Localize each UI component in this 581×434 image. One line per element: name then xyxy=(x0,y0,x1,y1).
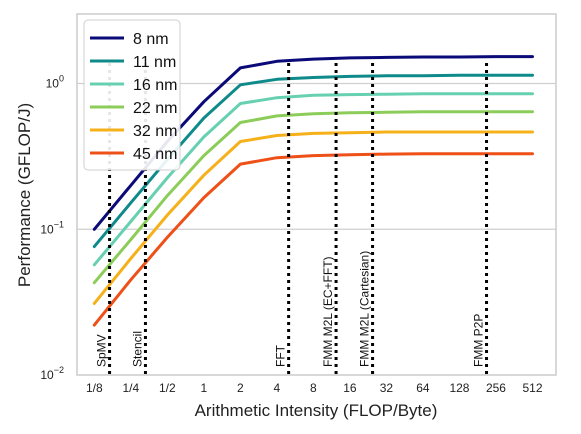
legend: 8 nm 11 nm 16 nm 22 nm 32 nm 45 nm xyxy=(83,19,181,171)
annotation-label: SpMV xyxy=(95,334,109,367)
series-line-32-nm xyxy=(92,130,534,305)
x-tick-label: 8 xyxy=(310,381,317,395)
legend-label: 32 nm xyxy=(133,123,177,140)
annotation-label: Stencil xyxy=(130,331,144,367)
x-tick-label: 256 xyxy=(486,381,506,395)
x-tick-label: 64 xyxy=(416,381,430,395)
y-tick-label: 10−2 xyxy=(40,365,64,382)
x-tick-label: 1/2 xyxy=(159,381,176,395)
legend-box xyxy=(83,19,181,171)
y-axis-label: Performance (GFLOP/J) xyxy=(15,103,34,287)
series-line-22-nm xyxy=(92,110,534,285)
legend-label: 22 nm xyxy=(133,100,177,117)
legend-label: 8 nm xyxy=(133,31,169,48)
x-axis-tick-labels: 1/8 1/4 1/2 1 2 4 8 16 32 64 128 256 512 xyxy=(86,381,543,395)
x-tick-label: 32 xyxy=(380,381,394,395)
series-line-16-nm xyxy=(92,92,534,267)
kernel-annotations: SpMV Stencil FFT FMM M2L (EC+FFT) FMM M2L (C… xyxy=(95,63,489,375)
x-tick-label: 2 xyxy=(237,381,244,395)
x-tick-label: 1/4 xyxy=(122,381,139,395)
y-tick-label: 100 xyxy=(46,74,64,91)
x-axis-label: Arithmetic Intensity (FLOP/Byte) xyxy=(195,401,438,420)
y-axis-tick-labels: 10−2 10−1 100 xyxy=(40,74,64,382)
x-tick-label: 16 xyxy=(343,381,357,395)
x-tick-label: 512 xyxy=(522,381,542,395)
series-line-45-nm xyxy=(92,152,534,327)
annotation-label: FFT xyxy=(274,344,288,367)
legend-label: 11 nm xyxy=(133,54,176,71)
annotation-label: FMM M2L (Cartesian) xyxy=(358,251,372,367)
annotation-label: FMM P2P xyxy=(472,314,486,367)
annotation-label: FMM M2L (EC+FFT) xyxy=(321,256,335,367)
plot-area-frame xyxy=(76,13,557,376)
x-tick-label: 128 xyxy=(449,381,469,395)
legend-label: 16 nm xyxy=(133,77,177,94)
legend-label: 45 nm xyxy=(133,146,177,163)
x-tick-label: 4 xyxy=(274,381,281,395)
x-tick-label: 1/8 xyxy=(86,381,103,395)
y-tick-label: 10−1 xyxy=(40,219,64,236)
x-tick-label: 1 xyxy=(201,381,208,395)
